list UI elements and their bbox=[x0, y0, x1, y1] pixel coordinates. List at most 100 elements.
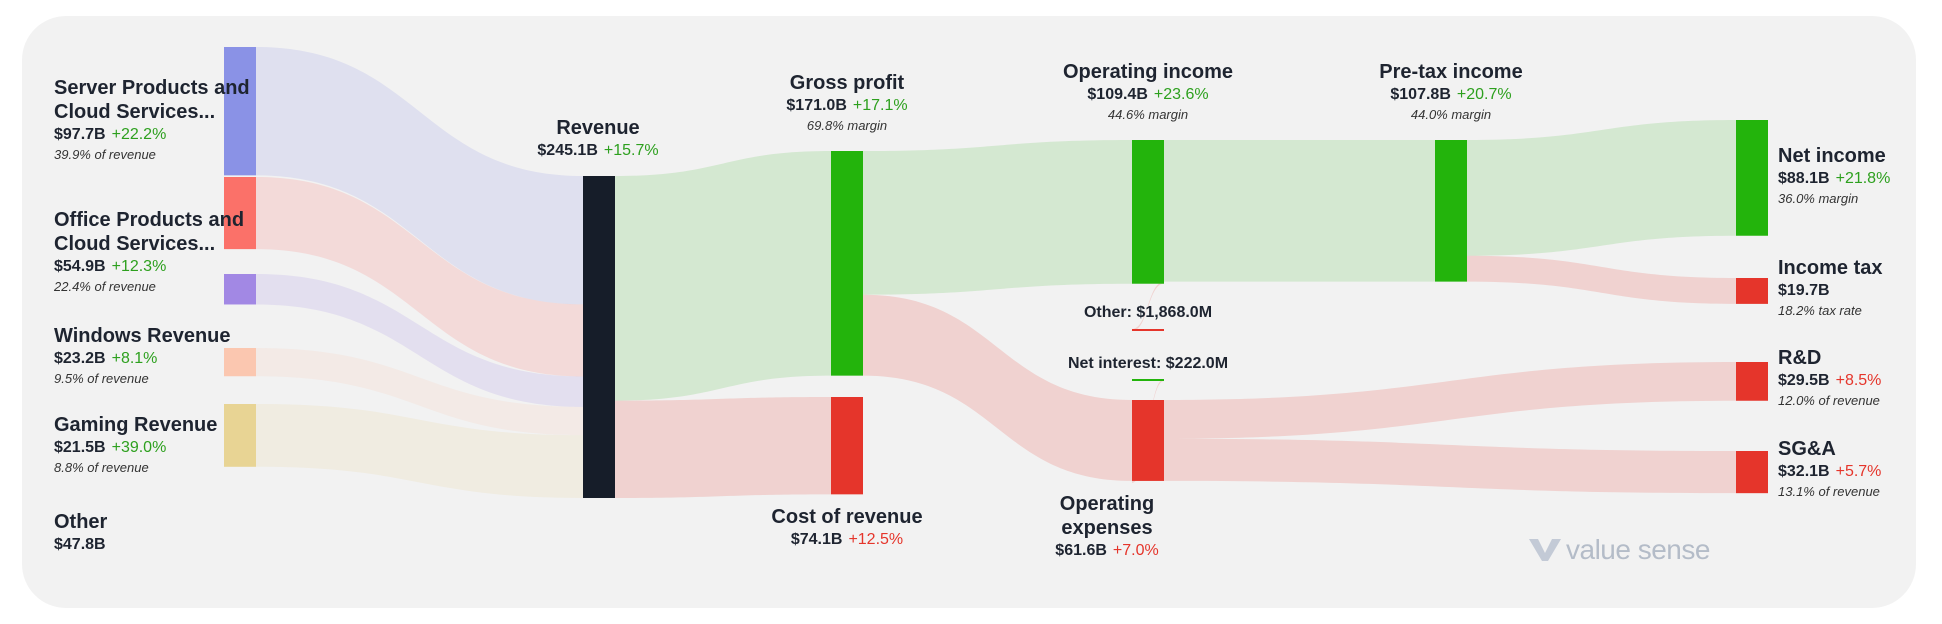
sankey-node-revenue bbox=[583, 176, 615, 498]
node-name: Gross profit bbox=[789, 72, 905, 94]
sankey-node-netint bbox=[1132, 379, 1164, 381]
node-change: +7.0% bbox=[1112, 542, 1159, 559]
sankey-node-gross bbox=[831, 151, 863, 376]
node-label-pretax-income: Pre-tax income $107.8B +20.7% 44.0% margi… bbox=[1379, 60, 1522, 124]
segment-name: Other bbox=[54, 511, 108, 533]
sankey-node-opinc bbox=[1132, 140, 1164, 284]
node-share: 13.1% of revenue bbox=[1778, 484, 1880, 499]
node-change: +12.5% bbox=[848, 531, 904, 548]
node-value: $74.1B bbox=[790, 531, 843, 548]
node-margin: 44.6% margin bbox=[1107, 107, 1189, 122]
sankey-link-revenue-to-cor bbox=[615, 397, 831, 498]
node-change: +8.5% bbox=[1835, 372, 1882, 389]
segment-name: Server Products and Cloud Services... bbox=[54, 77, 250, 123]
sankey-link-opinc-to-otherexp bbox=[1132, 281, 1164, 331]
node-value: $32.1B bbox=[1778, 463, 1830, 480]
node-label-net-income: Net income $88.1B +21.8% 36.0% margin bbox=[1778, 144, 1890, 208]
node-change: +15.7% bbox=[603, 142, 659, 159]
sankey-node-sga bbox=[1736, 451, 1768, 494]
node-label-gross-profit: Gross profit $171.0B +17.1% 69.8% margin bbox=[786, 71, 907, 135]
segment-share: 9.5% of revenue bbox=[54, 371, 149, 386]
node-value: $88.1B bbox=[1778, 170, 1830, 187]
value-sense-logo: value sense bbox=[1528, 534, 1710, 566]
segment-name: Windows Revenue bbox=[54, 325, 231, 347]
segment-value: $23.2B bbox=[54, 350, 106, 367]
segment-share: 39.9% of revenue bbox=[54, 147, 156, 162]
sankey-link-gaming-to-revenue bbox=[256, 348, 583, 436]
node-name: Net income bbox=[1778, 145, 1886, 167]
node-label-revenue: Revenue $245.1B +15.7% bbox=[537, 116, 658, 162]
sankey-link-gross-to-opex bbox=[863, 294, 1132, 481]
node-margin: 36.0% margin bbox=[1778, 191, 1859, 206]
segment-value: $54.9B bbox=[54, 258, 106, 275]
segment-label-server: Server Products and Cloud Services... $9… bbox=[54, 76, 276, 164]
node-label-cost-of-revenue: Cost of revenue $74.1B +12.5% bbox=[771, 505, 922, 551]
node-change: +5.7% bbox=[1835, 463, 1882, 480]
logo-text: value sense bbox=[1566, 534, 1710, 565]
sankey-node-other bbox=[224, 404, 256, 467]
sankey-node-cor bbox=[831, 397, 863, 495]
node-change: +21.8% bbox=[1835, 170, 1891, 187]
sankey-chart-card: Server Products and Cloud Services... $9… bbox=[22, 16, 1916, 608]
node-change: +17.1% bbox=[852, 97, 908, 114]
segment-value: $47.8B bbox=[54, 536, 106, 553]
sankey-node-opex bbox=[1132, 400, 1164, 481]
sankey-link-opinc-to-pretax bbox=[1164, 140, 1435, 282]
node-tax-rate: 18.2% tax rate bbox=[1778, 303, 1862, 318]
segment-name: Gaming Revenue bbox=[54, 414, 218, 436]
node-value: $29.5B bbox=[1778, 372, 1830, 389]
node-name: Cost of revenue bbox=[771, 506, 923, 528]
segment-change: +39.0% bbox=[111, 439, 167, 456]
segment-share: 22.4% of revenue bbox=[54, 279, 156, 294]
sankey-link-pretax-to-net bbox=[1467, 120, 1736, 256]
sankey-link-gross-to-opinc bbox=[863, 140, 1132, 295]
node-change: +23.6% bbox=[1153, 86, 1209, 103]
node-value: $245.1B bbox=[537, 142, 598, 159]
node-name: Operating expenses bbox=[1059, 493, 1155, 539]
sankey-nodes bbox=[224, 47, 1768, 498]
node-name: Income tax bbox=[1778, 257, 1883, 279]
sankey-node-otherexp bbox=[1132, 329, 1164, 331]
segment-share: 8.8% of revenue bbox=[54, 460, 149, 475]
node-value: $109.4B bbox=[1087, 86, 1148, 103]
net-interest-label: Net interest: $222.0M bbox=[1067, 355, 1229, 372]
node-label-operating-income: Operating income $109.4B +23.6% 44.6% mar… bbox=[1063, 60, 1233, 124]
node-label-sga: SG&A $32.1B +5.7% 13.1% of revenue bbox=[1778, 437, 1881, 501]
sankey-link-other-to-revenue bbox=[256, 404, 583, 498]
other-expense-label: Other: $1,868.0M bbox=[1083, 304, 1213, 321]
segment-label-other: Other $47.8B bbox=[54, 510, 276, 556]
segment-value: $21.5B bbox=[54, 439, 106, 456]
node-label-operating-expenses: Operating expenses $61.6B +7.0% bbox=[1032, 492, 1182, 562]
segment-name: Office Products and Cloud Services... bbox=[54, 209, 245, 255]
segment-change: +8.1% bbox=[111, 350, 158, 367]
sankey-link-revenue-to-gross bbox=[615, 151, 831, 401]
node-share: 12.0% of revenue bbox=[1778, 393, 1880, 408]
segment-value: $97.7B bbox=[54, 126, 106, 143]
node-value: $19.7B bbox=[1778, 282, 1830, 299]
sankey-link-server-to-revenue bbox=[256, 47, 583, 305]
sankey-node-gaming bbox=[224, 348, 256, 377]
node-margin: 44.0% margin bbox=[1410, 107, 1492, 122]
node-value: $107.8B bbox=[1390, 86, 1451, 103]
node-change: +20.7% bbox=[1456, 86, 1512, 103]
node-value: $61.6B bbox=[1055, 542, 1107, 559]
segment-label-office: Office Products and Cloud Services... $5… bbox=[54, 208, 276, 296]
sankey-node-rd bbox=[1736, 362, 1768, 401]
node-label-rnd: R&D $29.5B +8.5% 12.0% of revenue bbox=[1778, 346, 1881, 410]
sankey-node-windows bbox=[224, 274, 256, 305]
sankey-node-net bbox=[1736, 120, 1768, 236]
sankey-node-server bbox=[224, 47, 256, 176]
segment-label-gaming: Gaming Revenue $21.5B +39.0% 8.8% of reve… bbox=[54, 413, 276, 477]
sankey-node-office bbox=[224, 177, 256, 250]
node-name: R&D bbox=[1778, 347, 1822, 369]
sankey-link-pretax-to-tax bbox=[1467, 255, 1736, 304]
node-margin: 69.8% margin bbox=[806, 118, 888, 133]
segment-change: +12.3% bbox=[111, 258, 167, 275]
node-name: Pre-tax income bbox=[1379, 61, 1523, 83]
sankey-link-office-to-revenue bbox=[256, 177, 583, 377]
value-sense-v-icon bbox=[1529, 539, 1561, 561]
segment-change: +22.2% bbox=[111, 126, 167, 143]
sankey-link-windows-to-revenue bbox=[256, 274, 583, 407]
sankey-node-tax bbox=[1736, 278, 1768, 304]
sankey-links bbox=[256, 47, 1736, 498]
